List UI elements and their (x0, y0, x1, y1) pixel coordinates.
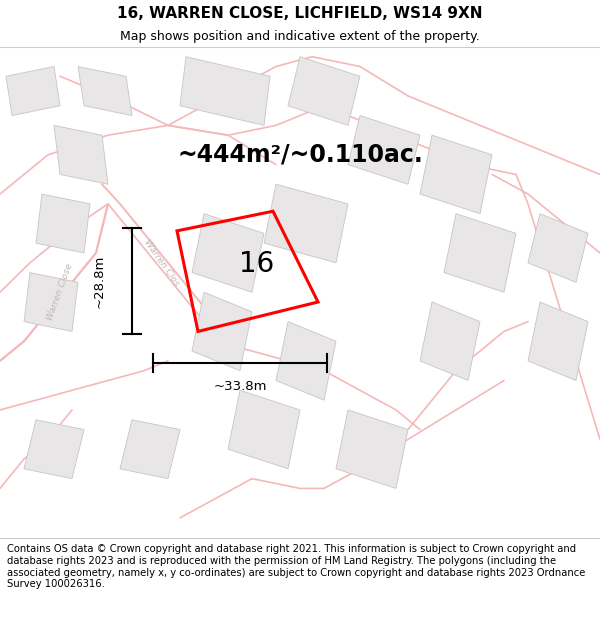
Polygon shape (228, 390, 300, 469)
Text: ~28.8m: ~28.8m (92, 254, 106, 308)
Polygon shape (24, 272, 78, 331)
Polygon shape (264, 184, 348, 262)
Text: Contains OS data © Crown copyright and database right 2021. This information is : Contains OS data © Crown copyright and d… (7, 544, 586, 589)
Polygon shape (288, 57, 360, 126)
Text: Warren Clos: Warren Clos (143, 238, 181, 288)
Polygon shape (78, 66, 132, 116)
Polygon shape (54, 126, 108, 184)
Text: ~33.8m: ~33.8m (213, 381, 267, 393)
Polygon shape (36, 194, 90, 253)
Text: 16: 16 (239, 250, 274, 278)
Polygon shape (444, 214, 516, 292)
Polygon shape (420, 135, 492, 214)
Text: Map shows position and indicative extent of the property.: Map shows position and indicative extent… (120, 30, 480, 43)
Text: Warren Close: Warren Close (46, 262, 74, 322)
Polygon shape (348, 116, 420, 184)
Polygon shape (420, 302, 480, 381)
Text: 16, WARREN CLOSE, LICHFIELD, WS14 9XN: 16, WARREN CLOSE, LICHFIELD, WS14 9XN (117, 6, 483, 21)
Polygon shape (6, 66, 60, 116)
Polygon shape (336, 410, 408, 489)
Polygon shape (192, 214, 264, 292)
Polygon shape (276, 322, 336, 400)
Polygon shape (180, 57, 270, 126)
Polygon shape (192, 292, 252, 371)
Polygon shape (528, 302, 588, 381)
Polygon shape (528, 214, 588, 282)
Polygon shape (24, 420, 84, 479)
Text: ~444m²/~0.110ac.: ~444m²/~0.110ac. (177, 142, 423, 167)
Polygon shape (120, 420, 180, 479)
